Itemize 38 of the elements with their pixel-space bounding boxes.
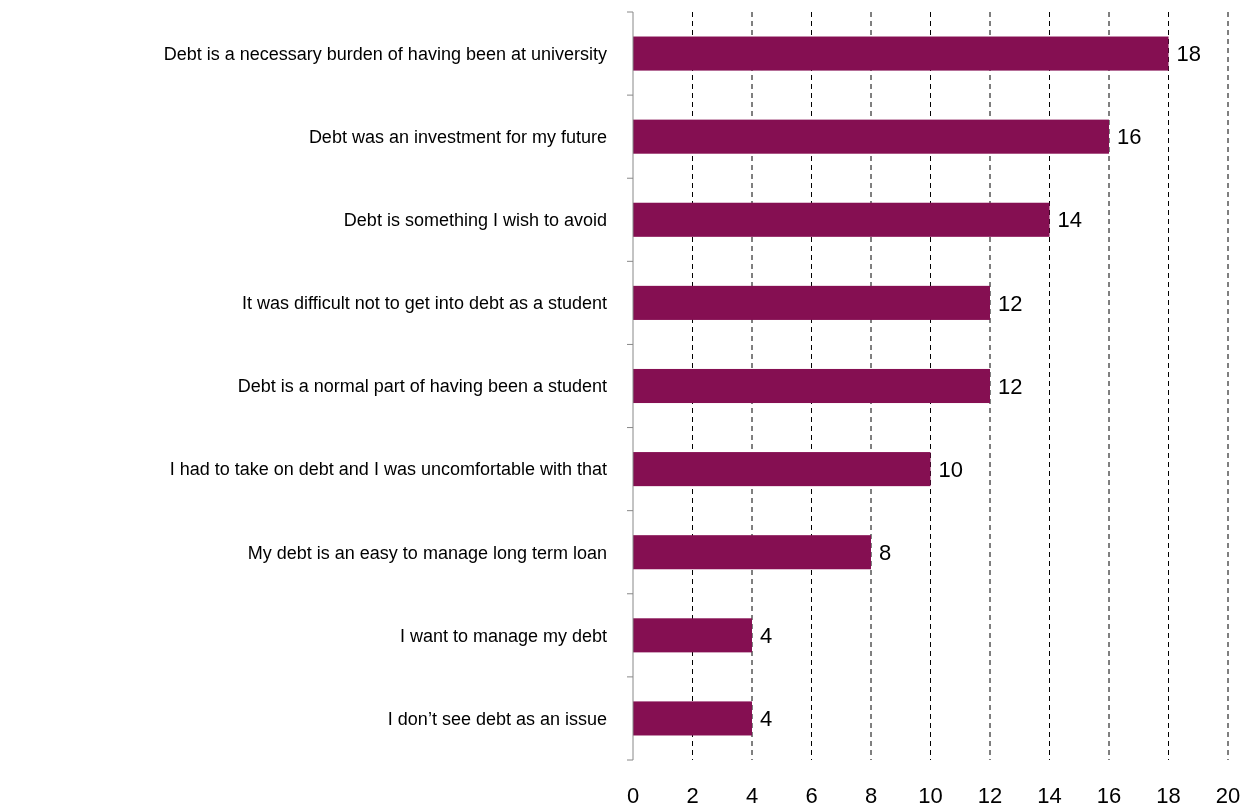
y-tick-label: I don’t see debt as an issue (387, 708, 607, 729)
y-tick-label: It was difficult not to get into debt as a student (242, 293, 607, 314)
data-label: 4 (760, 623, 773, 649)
x-tick-label: 20 (1215, 782, 1241, 808)
bar (633, 119, 1109, 154)
data-label: 10 (938, 456, 963, 482)
y-tick-label: Debt is a normal part of having been a student (237, 376, 607, 397)
data-label: 12 (998, 290, 1023, 316)
data-label: 8 (879, 539, 892, 565)
y-tick-label: Debt is something I wish to avoid (343, 210, 607, 231)
bar (633, 202, 1050, 237)
y-tick-label: I had to take on debt and I was uncomfortable with that (169, 459, 607, 480)
bar (633, 618, 752, 653)
x-tick-label: 14 (1037, 782, 1062, 808)
data-label: 16 (1117, 124, 1142, 150)
data-label: 14 (1057, 207, 1082, 233)
bar (633, 452, 931, 487)
x-tick-label: 2 (686, 782, 699, 808)
y-tick-label: I want to manage my debt (399, 625, 607, 646)
x-tick-label: 18 (1156, 782, 1181, 808)
x-tick-label: 10 (918, 782, 943, 808)
data-label: 12 (998, 373, 1023, 399)
y-tick-label: Debt is a necessary burden of having been at university (163, 43, 607, 64)
bar (633, 368, 990, 404)
x-tick-label: 16 (1096, 782, 1122, 808)
data-label: 18 (1176, 41, 1201, 67)
x-tick-label: 4 (745, 782, 759, 808)
x-tick-label: 0 (626, 782, 640, 808)
bar (633, 285, 990, 320)
x-tick-label: 8 (864, 782, 878, 808)
bar (633, 701, 752, 736)
x-tick-label: 12 (977, 782, 1003, 808)
y-tick-label: Debt was an investment for my future (308, 126, 607, 147)
bar (633, 36, 1169, 71)
x-tick-label: 6 (805, 782, 818, 808)
bar (633, 535, 871, 570)
y-tick-label: My debt is an easy to manage long term loan (247, 542, 607, 563)
data-label: 4 (760, 706, 773, 732)
